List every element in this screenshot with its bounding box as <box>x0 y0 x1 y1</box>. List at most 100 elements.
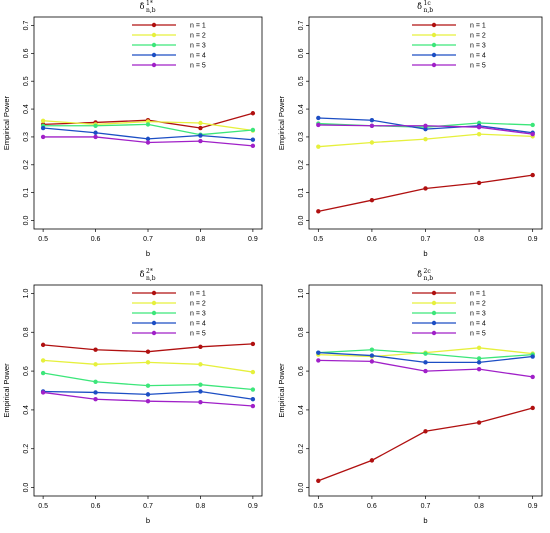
y-tick-label: 0.0 <box>298 483 305 493</box>
chart-panel-4: δ̂ n,b2c 0.0 0.2 0.4 0.6 0.8 1.0 0.5 0.6 0.7 0.8 0.9… <box>277 268 543 525</box>
data-point <box>198 399 203 405</box>
legend: n = 1 n = 2 n = 3 n = 4 n = 5 <box>132 291 206 338</box>
legend-label: n = 4 <box>470 321 486 328</box>
legend-swatch-marker <box>431 320 437 326</box>
series-4 <box>316 350 535 365</box>
x-axis-label: b <box>423 516 427 525</box>
chart-title: δ̂ n,b2c <box>417 268 433 282</box>
x-axis-label: b <box>146 516 150 525</box>
data-point <box>423 351 428 356</box>
title-main: δ̂ <box>417 270 422 279</box>
legend-swatch-marker <box>431 22 437 28</box>
data-point <box>530 405 535 411</box>
y-tick-label: 0.1 <box>23 188 30 198</box>
y-axis-label: Empirical Power <box>277 363 286 418</box>
data-point <box>250 403 256 409</box>
data-point <box>40 118 46 123</box>
y-tick-label: 0.0 <box>23 216 30 226</box>
x-tick-label: 0.7 <box>143 503 153 510</box>
legend-swatch-marker <box>151 52 157 58</box>
data-point <box>316 115 321 121</box>
legend-label: n = 5 <box>190 331 206 338</box>
x-tick-label: 0.5 <box>313 503 323 510</box>
data-point <box>145 349 151 354</box>
data-point <box>40 125 46 131</box>
legend-swatch-marker <box>151 22 157 28</box>
data-point <box>250 127 256 133</box>
data-point <box>369 197 375 203</box>
legend-item: n = 4 <box>412 321 486 328</box>
data-point <box>369 123 375 128</box>
legend-label: n = 1 <box>470 23 486 30</box>
legend-label: n = 5 <box>190 63 206 70</box>
data-point <box>369 118 375 123</box>
data-point <box>476 124 482 130</box>
y-axis-label: Empirical Power <box>2 95 11 150</box>
legend-item: n = 3 <box>412 311 486 318</box>
y-tick-label: 0.4 <box>23 405 30 415</box>
data-point <box>93 347 98 352</box>
data-point <box>250 387 256 392</box>
title-subscript: n,b <box>146 275 156 282</box>
x-tick-label: 0.9 <box>248 503 258 510</box>
data-point <box>316 478 321 483</box>
legend-swatch-marker <box>151 320 157 326</box>
series-1 <box>316 405 535 483</box>
legend-item: n = 3 <box>412 43 486 50</box>
x-tick-label: 0.8 <box>196 236 206 243</box>
data-point <box>316 209 321 214</box>
data-point <box>198 138 203 144</box>
series-5 <box>40 134 256 149</box>
y-tick-label: 0.6 <box>23 366 30 376</box>
data-point <box>40 390 46 395</box>
legend-label: n = 2 <box>190 301 206 308</box>
data-point <box>423 368 428 374</box>
series-1 <box>316 172 535 214</box>
legend-item: n = 1 <box>412 23 486 30</box>
x-tick-label: 0.5 <box>38 503 48 510</box>
legend-swatch-marker <box>431 300 437 306</box>
legend-item: n = 5 <box>132 63 206 70</box>
legend-label: n = 5 <box>470 63 486 70</box>
data-point <box>145 392 151 397</box>
data-point <box>250 111 256 116</box>
title-main: δ̂ <box>417 2 422 11</box>
legend: n = 1 n = 2 n = 3 n = 4 n = 5 <box>132 23 206 70</box>
y-tick-label: 0.0 <box>23 483 30 493</box>
data-point <box>316 144 321 149</box>
legend: n = 1 n = 2 n = 3 n = 4 n = 5 <box>412 291 486 338</box>
data-point <box>198 125 203 131</box>
series-2 <box>40 358 256 375</box>
y-tick-label: 0.6 <box>23 48 30 58</box>
data-point <box>93 134 98 140</box>
data-point <box>250 369 256 375</box>
legend-label: n = 3 <box>190 311 206 318</box>
x-tick-label: 0.9 <box>528 236 538 243</box>
data-point <box>530 374 535 380</box>
legend-label: n = 3 <box>470 311 486 318</box>
legend-swatch-marker <box>431 290 437 296</box>
data-point <box>530 354 535 359</box>
x-tick-label: 0.8 <box>474 503 484 510</box>
legend-swatch-marker <box>431 310 437 316</box>
data-point <box>476 131 482 137</box>
y-tick-label: 1.0 <box>298 288 305 298</box>
y-tick-label: 0.7 <box>23 21 30 31</box>
data-point <box>145 383 151 388</box>
y-tick-label: 0.3 <box>23 132 30 142</box>
x-tick-label: 0.5 <box>313 236 323 243</box>
legend-swatch-marker <box>151 42 157 48</box>
x-tick-label: 0.6 <box>91 503 101 510</box>
y-axis-label: Empirical Power <box>2 363 11 418</box>
title-main: δ̂ <box>140 270 145 279</box>
legend-swatch-marker <box>431 62 437 68</box>
title-superscript: 1* <box>146 0 153 7</box>
series-1 <box>40 341 256 354</box>
data-point <box>530 172 535 178</box>
legend-item: n = 3 <box>132 311 206 318</box>
x-tick-label: 0.6 <box>367 236 377 243</box>
title-subscript: n,b <box>146 7 156 14</box>
y-tick-label: 0.2 <box>298 160 305 170</box>
series-4 <box>40 389 256 402</box>
data-point <box>250 137 256 142</box>
